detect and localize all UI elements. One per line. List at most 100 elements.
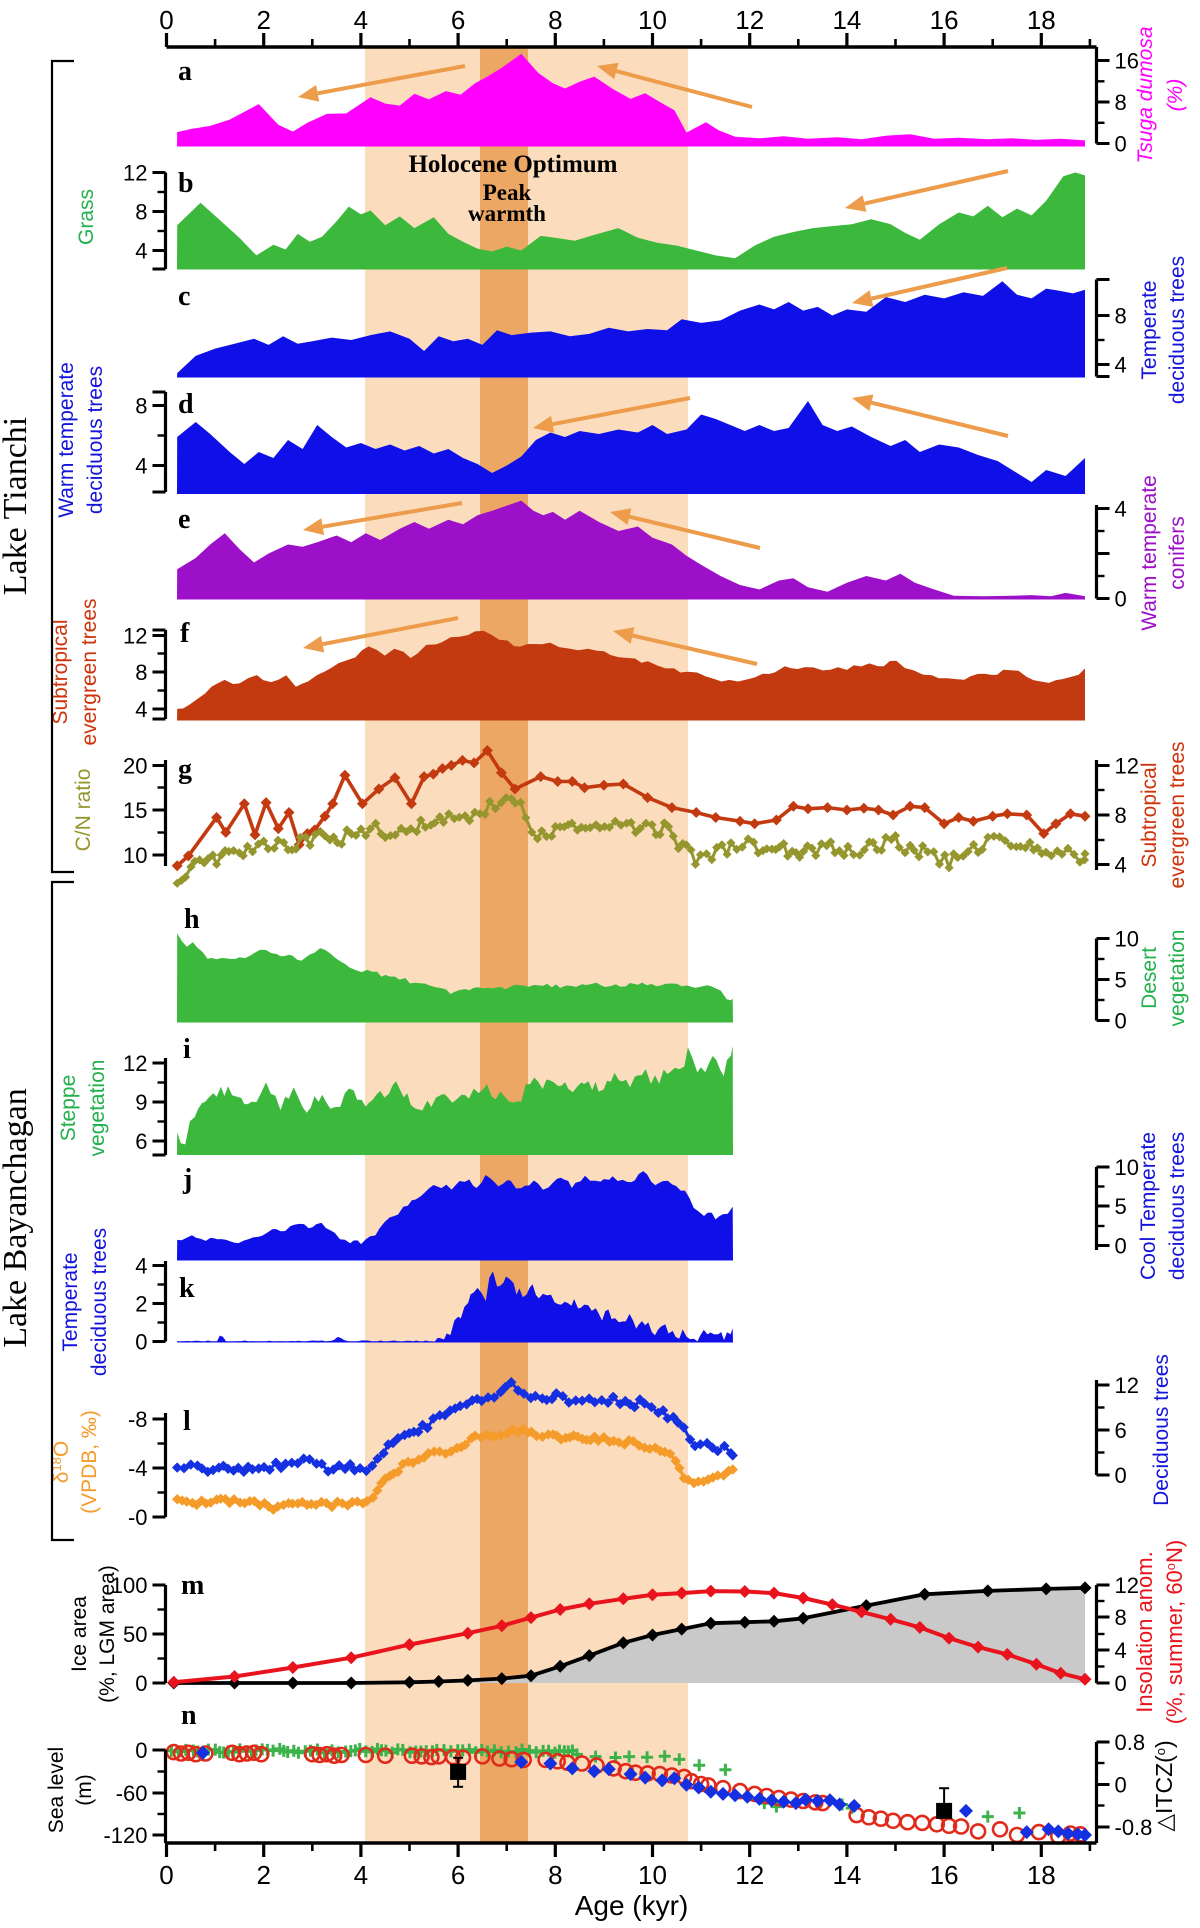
svg-text:deciduous trees: deciduous trees: [1166, 1132, 1189, 1280]
svg-text:0: 0: [1115, 1773, 1127, 1798]
svg-text:0: 0: [1115, 587, 1127, 612]
svg-text:16: 16: [930, 5, 959, 35]
svg-text:6: 6: [451, 1860, 465, 1890]
svg-text:Sea level: Sea level: [45, 1747, 68, 1833]
svg-text:12: 12: [1115, 1573, 1139, 1598]
svg-text:12: 12: [1115, 1373, 1139, 1398]
svg-text:2: 2: [256, 5, 270, 35]
svg-text:Subtropical: Subtropical: [1138, 762, 1161, 867]
svg-text:Peak: Peak: [483, 180, 532, 205]
svg-text:n: n: [181, 1700, 197, 1731]
svg-text:4: 4: [354, 1860, 368, 1890]
svg-text:l: l: [183, 1406, 191, 1437]
svg-text:-4: -4: [128, 1456, 148, 1481]
svg-text:0: 0: [135, 1738, 147, 1763]
svg-text:8: 8: [548, 5, 562, 35]
svg-text:2: 2: [135, 1292, 147, 1317]
svg-text:6: 6: [135, 1129, 147, 1154]
svg-text:16: 16: [930, 1860, 959, 1890]
svg-text:2: 2: [256, 1860, 270, 1890]
svg-text:0.8: 0.8: [1115, 1730, 1146, 1755]
svg-text:16: 16: [1115, 49, 1139, 74]
svg-text:Deciduous trees: Deciduous trees: [1150, 1354, 1173, 1506]
svg-text:18: 18: [1027, 5, 1056, 35]
svg-text:Age (kyr): Age (kyr): [575, 1890, 689, 1921]
svg-text:14: 14: [832, 5, 861, 35]
svg-text:10: 10: [638, 5, 667, 35]
svg-text:conifers: conifers: [1166, 516, 1189, 590]
svg-text:0: 0: [1115, 1671, 1127, 1696]
svg-text:0: 0: [1115, 1009, 1127, 1034]
svg-text:Subtropical: Subtropical: [49, 619, 72, 724]
svg-text:Grass: Grass: [75, 189, 98, 245]
svg-text:Ice area: Ice area: [68, 1596, 91, 1672]
svg-text:14: 14: [832, 1860, 861, 1890]
svg-text:12: 12: [1115, 754, 1139, 779]
svg-text:100: 100: [111, 1573, 148, 1598]
svg-text:10: 10: [638, 1860, 667, 1890]
svg-text:15: 15: [123, 798, 147, 823]
svg-text:4: 4: [1115, 853, 1127, 878]
svg-text:b: b: [178, 168, 194, 199]
svg-text:50: 50: [123, 1622, 147, 1647]
svg-text:12: 12: [735, 1860, 764, 1890]
svg-text:Temperate: Temperate: [1138, 280, 1161, 379]
svg-text:0: 0: [135, 1671, 147, 1696]
svg-text:8: 8: [135, 394, 147, 419]
svg-text:4: 4: [135, 239, 147, 264]
svg-text:vegetation: vegetation: [1166, 930, 1189, 1027]
svg-text:deciduous trees: deciduous trees: [88, 1228, 111, 1376]
svg-text:-0.8: -0.8: [1115, 1815, 1153, 1840]
svg-text:0: 0: [159, 5, 173, 35]
svg-text:warmth: warmth: [468, 201, 546, 226]
svg-text:0: 0: [1115, 132, 1127, 157]
svg-text:-0: -0: [128, 1505, 148, 1530]
svg-text:-8: -8: [128, 1407, 148, 1432]
svg-text:9: 9: [135, 1090, 147, 1115]
svg-text:8: 8: [1115, 304, 1127, 329]
svg-text:deciduous trees: deciduous trees: [1166, 256, 1189, 404]
svg-text:Warm temperate: Warm temperate: [1138, 475, 1161, 631]
svg-text:0: 0: [1115, 1463, 1127, 1488]
svg-text:(VPDB, ‰): (VPDB, ‰): [78, 1410, 101, 1514]
svg-text:5: 5: [1115, 1194, 1127, 1219]
svg-text:18: 18: [1027, 1860, 1056, 1890]
svg-text:8: 8: [548, 1860, 562, 1890]
svg-text:4: 4: [135, 1254, 147, 1279]
svg-text:10: 10: [1115, 1155, 1139, 1180]
svg-text:8: 8: [135, 200, 147, 225]
svg-text:j: j: [182, 1164, 192, 1195]
svg-text:Warm temperate: Warm temperate: [55, 362, 78, 518]
svg-text:c: c: [178, 281, 190, 312]
svg-text:4: 4: [135, 454, 147, 479]
svg-text:Desert: Desert: [1138, 947, 1161, 1009]
svg-text:10: 10: [1115, 927, 1139, 952]
svg-text:(%, LGM area): (%, LGM area): [96, 1565, 119, 1703]
svg-text:0: 0: [159, 1860, 173, 1890]
svg-text:12: 12: [123, 624, 147, 649]
svg-text:4: 4: [135, 697, 147, 722]
svg-text:12: 12: [123, 161, 147, 186]
svg-text:Tsuga dumosa: Tsuga dumosa: [1134, 27, 1157, 164]
svg-text:(m): (m): [73, 1774, 96, 1805]
svg-text:4: 4: [1115, 353, 1127, 378]
svg-text:20: 20: [123, 754, 147, 779]
svg-text:m: m: [181, 1570, 204, 1601]
svg-text:-120: -120: [103, 1823, 147, 1848]
svg-text:8: 8: [135, 660, 147, 685]
svg-text:i: i: [183, 1034, 191, 1065]
svg-text:(%): (%): [1164, 79, 1187, 112]
svg-text:5: 5: [1115, 968, 1127, 993]
svg-text:k: k: [179, 1273, 195, 1304]
svg-text:Insolation anom.: Insolation anom.: [1132, 1551, 1157, 1712]
svg-text:f: f: [180, 618, 190, 649]
svg-text:10: 10: [123, 843, 147, 868]
svg-text:a: a: [178, 56, 192, 87]
svg-text:(%, summer, 60oN): (%, summer, 60oN): [1162, 1540, 1187, 1725]
svg-text:8: 8: [1115, 1605, 1127, 1630]
svg-text:C/N ratio: C/N ratio: [72, 769, 95, 852]
svg-text:0: 0: [1115, 1234, 1127, 1259]
svg-text:g: g: [178, 754, 192, 785]
svg-text:vegetation: vegetation: [86, 1060, 109, 1157]
svg-text:Steppe: Steppe: [57, 1075, 80, 1142]
